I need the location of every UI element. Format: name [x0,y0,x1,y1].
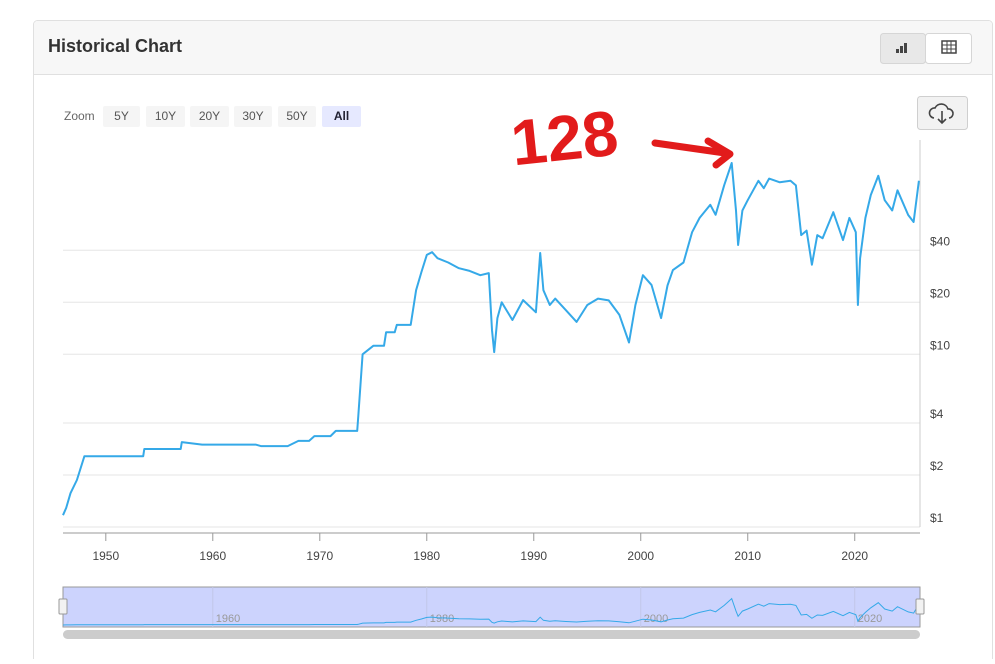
x-tick-label: 1980 [413,549,440,563]
card-header [34,21,992,74]
download-icon [928,103,954,125]
zoom-button-label[interactable]: 20Y [199,109,220,123]
zoom-button[interactable] [278,106,316,127]
zoom-button[interactable] [146,106,185,127]
view-toggle[interactable] [880,33,972,64]
navigator-tick-label: 1960 [216,613,240,625]
annotation-arrow [651,139,729,157]
card [33,20,993,664]
zoom-button-label[interactable]: 50Y [286,109,307,123]
navigator-handle[interactable] [58,598,68,615]
x-tick-label: 1950 [92,549,119,563]
annotation: 128 [508,97,622,180]
zoom-button-label[interactable]: All [334,109,349,123]
x-tick-label: 2010 [734,549,761,563]
zoom-buttons: 5Y 10Y 20Y 30Y 50Y All [103,106,361,127]
navigator-tick-label: 1980 [430,613,454,625]
zoom-button-label[interactable]: 10Y [155,109,176,123]
zoom-button[interactable] [234,106,272,127]
plot: $1 $2 $4 $10 $20 $40 1950 1960 1970 1980 1990 2000 2… [62,140,950,563]
y-tick-label: $40 [930,234,950,248]
y-tick-label: $2 [930,459,944,473]
bar-icon [896,43,907,53]
price-line [62,162,920,516]
x-tick-label: 2020 [841,549,868,563]
zoom-button[interactable] [103,106,140,127]
x-tick-label: 1960 [199,549,226,563]
y-tick-label: $20 [930,286,950,300]
navigator-line [62,597,920,626]
table-icon [941,40,957,54]
zoom-button-label[interactable]: 30Y [242,109,263,123]
table-icon-lines [942,41,956,53]
chart-title: Historical Chart [48,36,182,56]
zoom-label: Zoom [64,109,95,123]
x-tick-label: 1990 [520,549,547,563]
y-tick-label: $4 [930,407,944,421]
navigator-scrollbar[interactable] [63,630,920,639]
navigator-tick-label: 2020 [858,613,882,625]
y-tick-label: $10 [930,338,950,352]
y-tick-label: $1 [930,511,944,525]
annotation-arrowhead [704,137,734,169]
navigator-handle[interactable] [915,598,925,615]
navigator-tick-label: 2000 [644,613,668,625]
zoom-button[interactable] [190,106,229,127]
navigator-window [62,586,921,628]
zoom-button-label[interactable]: 5Y [114,109,129,123]
x-tick-label: 1970 [306,549,333,563]
zoom-button[interactable] [322,106,361,127]
x-tick-label: 2000 [627,549,654,563]
navigator[interactable]: 1960 1980 2000 2020 [58,586,925,639]
